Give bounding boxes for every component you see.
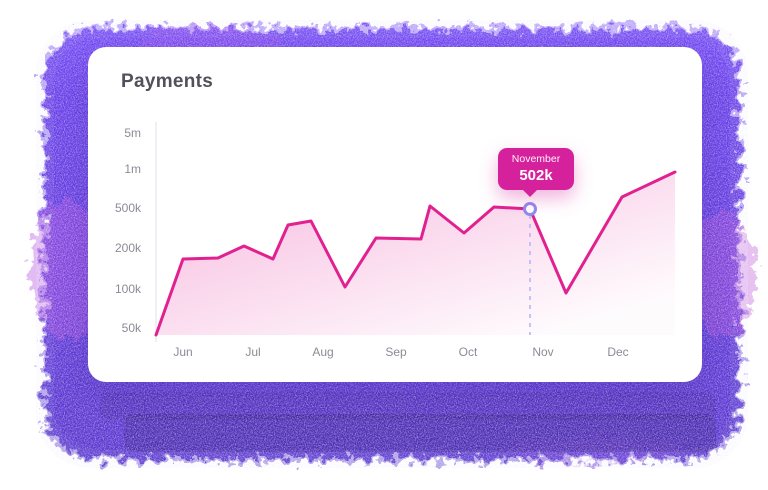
x-axis-labels: Jun Jul Aug Sep Oct Nov Dec <box>173 345 628 359</box>
tooltip-arrow-icon <box>522 189 538 197</box>
x-axis-month-label: Oct <box>459 345 478 359</box>
y-axis-tick-label: 50k <box>122 321 142 335</box>
y-axis-tick-label: 500k <box>115 201 142 215</box>
payments-chart[interactable]: 5m 1m 500k 200k 100k 50k Jun Jul Aug Sep Oct Nov De… <box>88 47 702 382</box>
x-axis-month-label: Jul <box>245 345 260 359</box>
payments-line-series[interactable] <box>154 170 677 337</box>
x-axis-month-label: Sep <box>385 345 407 359</box>
tooltip-month-label: November <box>511 153 561 166</box>
y-axis-labels: 5m 1m 500k 200k 100k 50k <box>115 126 142 335</box>
y-axis-tick-label: 1m <box>124 162 141 176</box>
x-axis-month-label: Jun <box>173 345 192 359</box>
y-axis-tick-label: 5m <box>124 126 141 140</box>
payments-card: Payments 5m 1m 500k 200k 100k 50k Jun Jul Aug Se… <box>88 47 702 382</box>
x-axis-month-label: Aug <box>312 345 333 359</box>
tooltip-value: 502k <box>519 166 553 184</box>
x-axis-month-label: Dec <box>607 345 628 359</box>
y-axis-tick-label: 100k <box>115 282 142 296</box>
highlight-point-marker[interactable] <box>523 202 537 216</box>
x-axis-month-label: Nov <box>532 345 553 359</box>
card-title: Payments <box>121 71 214 92</box>
y-axis-tick-label: 200k <box>115 241 142 255</box>
area-fill <box>156 172 675 335</box>
tooltip: November 502k <box>498 148 574 197</box>
